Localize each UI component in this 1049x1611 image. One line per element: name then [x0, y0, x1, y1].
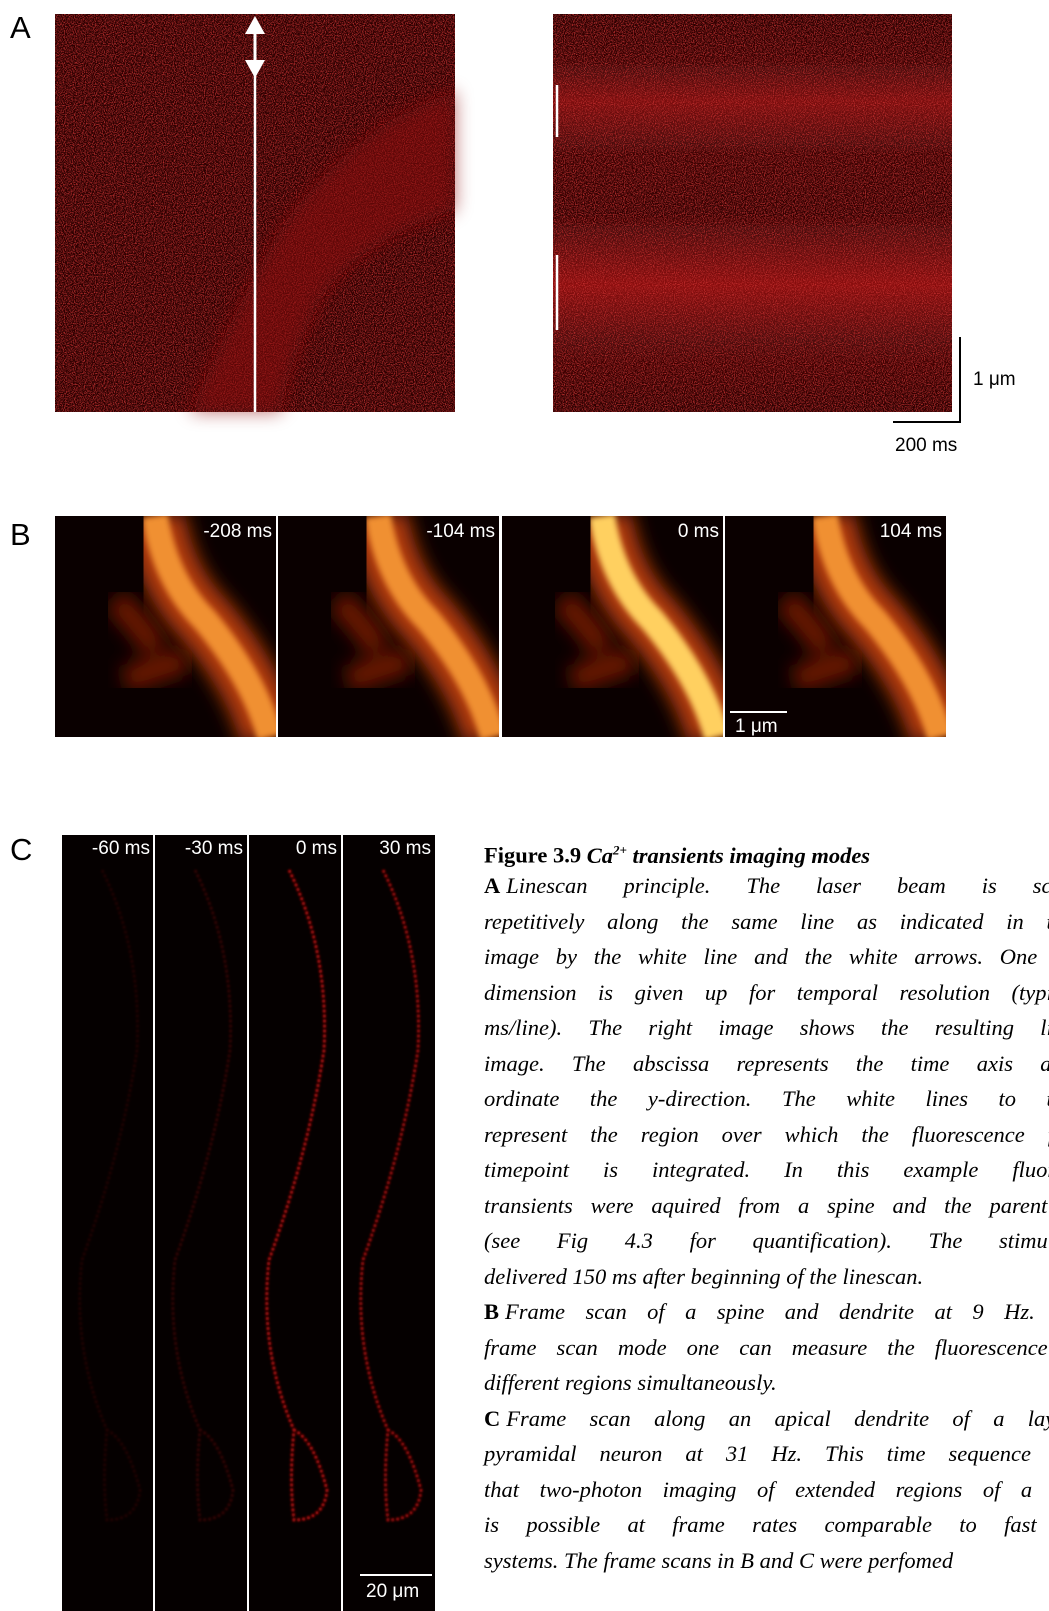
linescan-image-right: [553, 14, 952, 412]
caption-line: delivered 150 ms after beginning of the …: [484, 1259, 1049, 1295]
figure-page: A 1 μm 200 ms B -208 ms -104 ms 0 ms 104 ms…: [0, 0, 1049, 1611]
charge: 2+: [613, 842, 627, 857]
caption-text: Frame scan along an apical dendrite of a…: [506, 1406, 1049, 1431]
frame-label: 0 ms: [296, 838, 337, 859]
caption-text: represent the region over which the fluo…: [484, 1122, 1049, 1147]
frame-image: [502, 516, 723, 737]
linescan-image-left: [55, 14, 455, 412]
frame-label: -30 ms: [185, 838, 243, 859]
caption-line: image. The abscissa represents the time …: [484, 1046, 1049, 1082]
caption-line: (see Fig 4.3 for quantification). The st…: [484, 1223, 1049, 1259]
caption-line: repetitively along the same line as indi…: [484, 904, 1049, 940]
panel-label: C: [10, 832, 32, 867]
ion: Ca: [587, 843, 613, 868]
frame-image: [725, 516, 946, 737]
frame-content: [725, 516, 946, 737]
caption-text: ordinate the y-direction. The white line…: [484, 1086, 1049, 1111]
figure-number: Figure 3.9: [484, 843, 581, 868]
caption-line: is possible at frame rates comparable to…: [484, 1507, 1049, 1543]
caption-text: ms/line). The right image shows the resu…: [484, 1015, 1049, 1040]
paragraph-label: C: [484, 1406, 500, 1431]
frame-content: [55, 516, 276, 737]
paragraph-label: B: [484, 1299, 499, 1324]
scale-label: 200 ms: [895, 435, 957, 456]
caption-line: systems. The frame scans in B and C were…: [484, 1543, 1049, 1579]
frame-label: 104 ms: [880, 521, 942, 542]
caption-title: Figure 3.9 Ca2+ transients imaging modes: [484, 832, 1049, 868]
frame-content: [502, 516, 723, 737]
panel-label: B: [10, 517, 31, 552]
caption-text: that two-photon imaging of extended regi…: [484, 1477, 1049, 1502]
caption: Figure 3.9 Ca2+ transients imaging modes…: [484, 832, 1049, 1578]
caption-line: represent the region over which the fluo…: [484, 1117, 1049, 1153]
caption-line: frame scan mode one can measure the fluo…: [484, 1330, 1049, 1366]
panel-label: A: [10, 10, 31, 45]
caption-text: frame scan mode one can measure the fluo…: [484, 1335, 1049, 1360]
caption-text: pyramidal neuron at 31 Hz. This time seq…: [484, 1441, 1049, 1466]
caption-text: dimension is given up for temporal resol…: [484, 980, 1049, 1005]
caption-text: systems. The frame scans in B and C were…: [484, 1548, 953, 1573]
scale-label: 20 μm: [366, 1581, 419, 1602]
frame-label: -104 ms: [426, 521, 495, 542]
caption-text: image. The abscissa represents the time …: [484, 1051, 1049, 1076]
frame-content: [278, 516, 499, 737]
caption-text: image by the white line and the white ar…: [484, 944, 1049, 969]
frame-image: [55, 516, 276, 737]
caption-line: image by the white line and the white ar…: [484, 939, 1049, 975]
caption-line: timepoint is integrated. In this example…: [484, 1152, 1049, 1188]
caption-text: timepoint is integrated. In this example…: [484, 1157, 1049, 1182]
frame-image: [278, 516, 499, 737]
caption-text: Linescan principle. The laser beam is sc…: [506, 873, 1049, 898]
caption-line: dimension is given up for temporal resol…: [484, 975, 1049, 1011]
caption-text: repetitively along the same line as indi…: [484, 909, 1049, 934]
paragraph-label: A: [484, 873, 500, 898]
caption-line: pyramidal neuron at 31 Hz. This time seq…: [484, 1436, 1049, 1472]
caption-text: delivered 150 ms after beginning of the …: [484, 1264, 923, 1289]
frame-label: 0 ms: [678, 521, 719, 542]
caption-line: ms/line). The right image shows the resu…: [484, 1010, 1049, 1046]
caption-line: transients were aquired from a spine and…: [484, 1188, 1049, 1224]
caption-text: transients were aquired from a spine and…: [484, 1193, 1049, 1218]
caption-text: (see Fig 4.3 for quantification). The st…: [484, 1228, 1049, 1253]
caption-text: Frame scan of a spine and dendrite at 9 …: [505, 1299, 1049, 1324]
caption-line: different regions simultaneously.: [484, 1365, 1049, 1401]
caption-line: that two-photon imaging of extended regi…: [484, 1472, 1049, 1508]
frame-label: 30 ms: [379, 838, 431, 859]
caption-text: different regions simultaneously.: [484, 1370, 777, 1395]
caption-text: is possible at frame rates comparable to…: [484, 1512, 1049, 1537]
scale-label: 1 μm: [973, 369, 1016, 390]
frame-label: -208 ms: [203, 521, 272, 542]
scale-label: 1 μm: [735, 716, 778, 737]
title-text: transients imaging modes: [633, 843, 871, 868]
frame-label: -60 ms: [92, 838, 150, 859]
caption-line: ordinate the y-direction. The white line…: [484, 1081, 1049, 1117]
